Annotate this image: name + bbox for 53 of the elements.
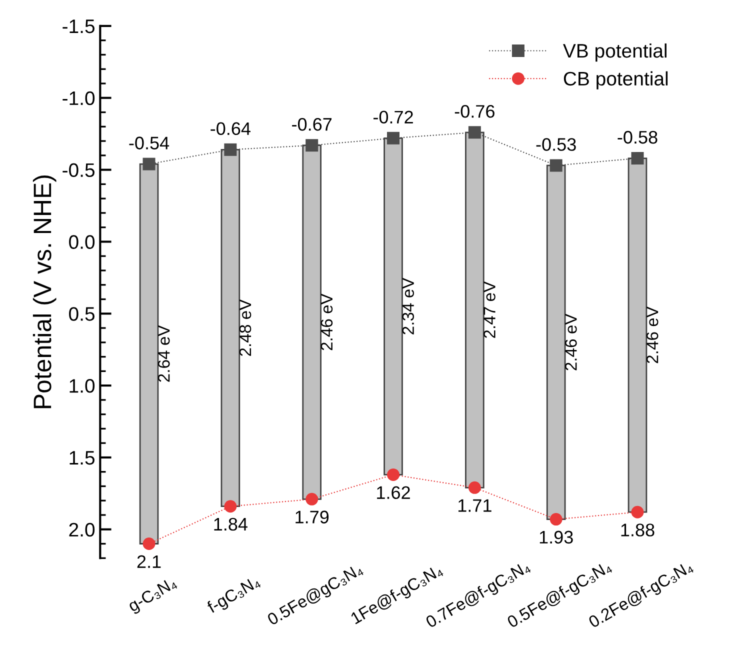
bar: [384, 137, 403, 476]
data-label: -0.53: [536, 138, 576, 151]
data-label: 1.84: [214, 518, 248, 531]
data-label: -0.67: [292, 118, 332, 131]
bar: [546, 164, 566, 520]
data-label: 2.1: [137, 555, 161, 568]
y-tick-label: 0.0: [69, 235, 95, 249]
y-tick-label: 0.5: [69, 307, 94, 321]
data-label: -0.64: [210, 122, 250, 136]
y-tick-label: 2.0: [69, 522, 95, 537]
data-label: 2.48 eV: [239, 299, 252, 356]
point: [142, 158, 156, 170]
data-label: -0.54: [129, 136, 170, 150]
point: [550, 513, 562, 526]
data-label: 2.46 eV: [646, 306, 658, 364]
data-label: 2.34 eV: [402, 278, 414, 334]
y-tick-label: -0.5: [62, 163, 94, 178]
bar: [139, 163, 159, 544]
data-label: -0.76: [454, 105, 494, 118]
point: [224, 500, 237, 513]
data-label: 2.46 eV: [320, 294, 333, 350]
data-label: 2.47 eV: [484, 281, 496, 338]
point: [550, 159, 562, 172]
point: [631, 152, 644, 165]
bar: [220, 148, 240, 508]
point: [468, 481, 481, 494]
point: [468, 126, 481, 139]
data-label: 2.64 eV: [158, 325, 170, 382]
data-label: 1.93: [540, 530, 573, 544]
data-label: 1.88: [621, 524, 654, 536]
data-label: -0.72: [373, 110, 413, 124]
data-label: 2.46 eV: [565, 314, 577, 370]
bar: [465, 132, 484, 488]
bar: [628, 158, 648, 513]
point: [142, 538, 156, 550]
y-tick-label: -1.0: [62, 91, 95, 106]
point: [306, 492, 318, 506]
legend-label: VB potential: [563, 43, 666, 62]
y-tick-label: 1.5: [70, 451, 94, 465]
legend-label: CB potential: [564, 71, 668, 90]
point: [631, 506, 644, 518]
data-label: 1.71: [458, 499, 492, 512]
bar: [302, 144, 322, 500]
data-label: 1.79: [296, 510, 329, 524]
point: [387, 132, 400, 144]
y-tick-label: -1.5: [62, 20, 94, 34]
y-tick-label: 1.0: [70, 379, 95, 393]
y-axis-title: Potential (V vs. NHE): [32, 176, 56, 408]
point: [224, 143, 237, 156]
data-label: 1.62: [377, 486, 410, 500]
data-label: -0.58: [618, 130, 658, 144]
point: [306, 139, 318, 152]
point: [387, 468, 400, 481]
